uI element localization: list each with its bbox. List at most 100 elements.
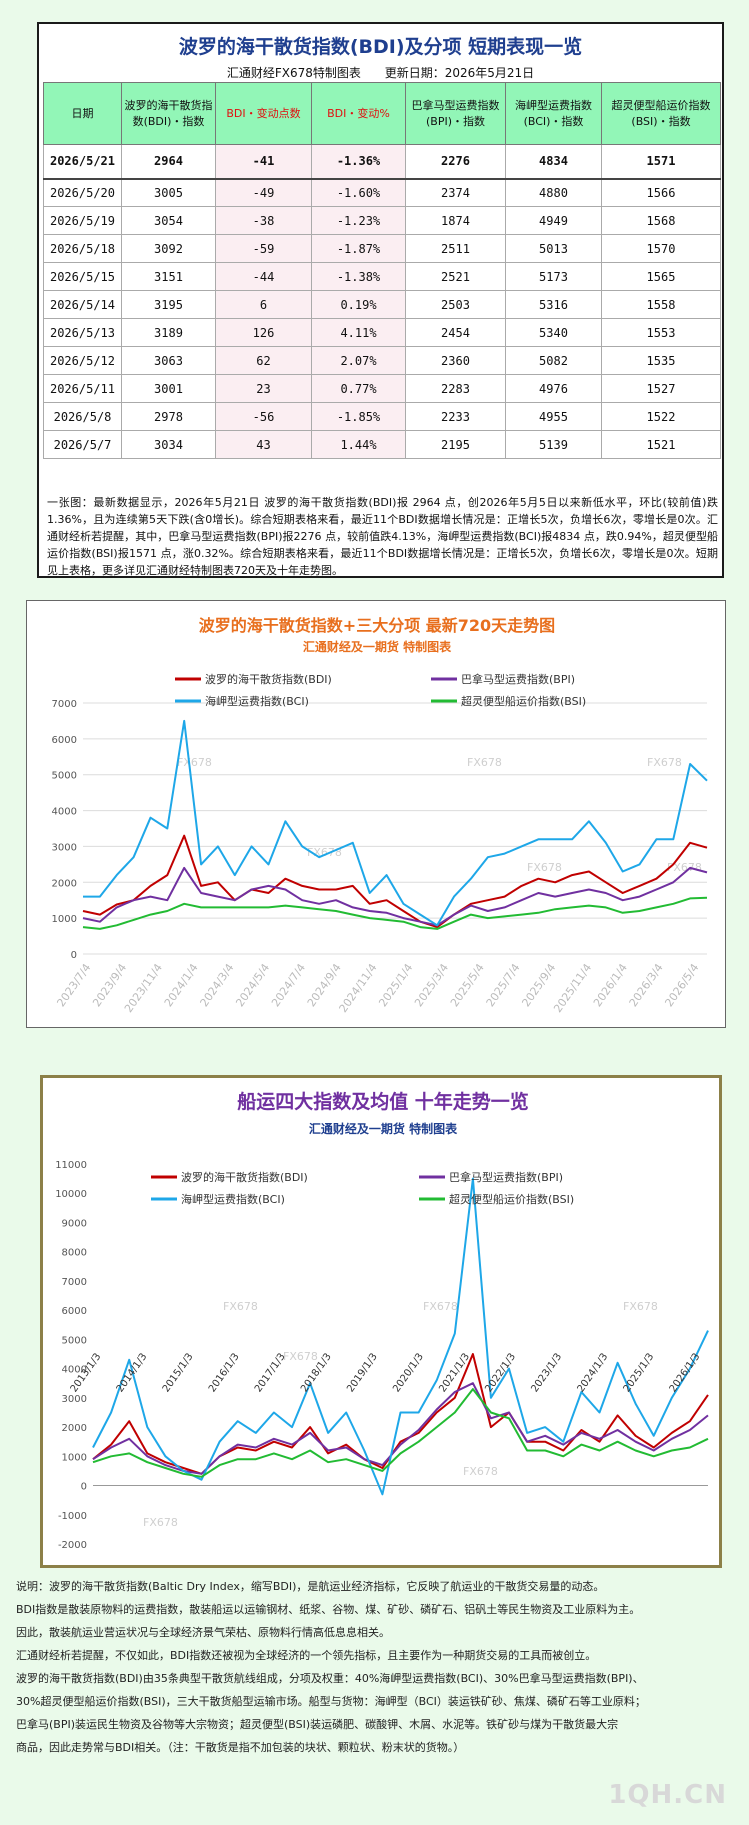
table-cell: 2026/5/13 — [43, 318, 122, 347]
table-cell: 4955 — [505, 402, 602, 431]
table-cell: 3054 — [121, 206, 216, 235]
y-tick-label: 5000 — [62, 1335, 87, 1346]
table-cell: 2026/5/11 — [43, 374, 122, 403]
table-cell: 1874 — [405, 206, 506, 235]
legend-entry: 海岬型运费指数(BCI) — [181, 1192, 285, 1206]
legend-entry: 巴拿马型运费指数(BPI) — [461, 672, 575, 686]
x-tick-label: 2025/1/3 — [622, 1351, 657, 1394]
table-cell: 2026/5/20 — [43, 178, 122, 207]
series-line-3 — [92, 1388, 709, 1478]
table-cell: 2026/5/18 — [43, 234, 122, 263]
table-cell: -1.60% — [311, 178, 406, 207]
y-tick-label: 11000 — [55, 1160, 87, 1171]
table-cell: 1570 — [601, 234, 721, 263]
x-tick-label: 2026/1/4 — [591, 961, 630, 1009]
note-line: 巴拿马(BPI)装运民生物资及谷物等大宗物资；超灵便型(BSI)装运磷肥、碳酸钾… — [16, 1718, 619, 1731]
table-cell: 5173 — [505, 262, 602, 291]
x-tick-label: 2026/5/4 — [662, 961, 701, 1009]
series-line-2 — [83, 719, 708, 927]
note-line: 波罗的海干散货指数(BDI)由35条典型干散货航线组成，分项及权重：40%海岬型… — [16, 1672, 644, 1685]
table-cell: 1535 — [601, 346, 721, 375]
table-row: 2026/5/18 3092 -59 -1.87% 2511 5013 1570 — [43, 234, 721, 263]
table-cell: -59 — [215, 234, 312, 263]
fx678-watermark: FX678 — [223, 1300, 258, 1313]
fx678-watermark: FX678 — [647, 756, 682, 769]
x-tick-label: 2025/1/4 — [376, 961, 415, 1009]
legend-entry: 波罗的海干散货指数(BDI) — [181, 1170, 308, 1184]
table-subtitle: 汇通财经FX678特制图表 更新日期：2026年5月21日 — [39, 64, 722, 81]
table-cell: 5316 — [505, 290, 602, 319]
table-row: 2026/5/12 3063 62 2.07% 2360 5082 1535 — [43, 346, 721, 375]
table-header-row: 日期 波罗的海干散货指数(BDI)・指数 BDI・变动点数 BDI・变动% 巴拿… — [43, 82, 721, 145]
table-cell: 0.77% — [311, 374, 406, 403]
table-row: 2026/5/8 2978 -56 -1.85% 2233 4955 1522 — [43, 402, 721, 431]
table-cell: 2978 — [121, 402, 216, 431]
note-line: 商品，因此走势常与BDI相关。（注：干散货是指不加包装的块状、颗粒状、粉末状的货… — [16, 1741, 465, 1754]
table-cell: 1565 — [601, 262, 721, 291]
y-tick-label: 2000 — [62, 1423, 87, 1434]
table-cell: 4949 — [505, 206, 602, 235]
series-line-1 — [92, 1382, 709, 1475]
table-cell: -49 — [215, 178, 312, 207]
summary-table-panel: 波罗的海干散货指数(BDI)及分项 短期表现一览 汇通财经FX678特制图表 更… — [37, 22, 724, 578]
table-row: 2026/5/21 2964 -41 -1.36% 2276 4834 1571 — [43, 144, 721, 180]
table-cell: 2026/5/19 — [43, 206, 122, 235]
x-tick-label: 2026/3/4 — [627, 961, 666, 1009]
x-tick-label: 2025/5/4 — [448, 961, 487, 1009]
legend-entry: 巴拿马型运费指数(BPI) — [449, 1170, 563, 1184]
table-cell: 2195 — [405, 430, 506, 459]
header-bdi: 波罗的海干散货指数(BDI)・指数 — [121, 82, 216, 145]
y-tick-label: 3000 — [62, 1394, 87, 1405]
table-cell: -1.36% — [311, 144, 406, 180]
table-cell: 1566 — [601, 178, 721, 207]
table-cell: 2283 — [405, 374, 506, 403]
series-line-1 — [82, 866, 708, 927]
legend-entry: 波罗的海干散货指数(BDI) — [205, 672, 332, 686]
table-cell: 43 — [215, 430, 312, 459]
x-tick-label: 2025/9/4 — [519, 961, 558, 1009]
table-cell: 2511 — [405, 234, 506, 263]
table-cell: 3063 — [121, 346, 216, 375]
table-update-date: 更新日期：2026年5月21日 — [384, 66, 535, 80]
header-bpi: 巴拿马型运费指数(BPI)・指数 — [405, 82, 506, 145]
table-cell: 2454 — [405, 318, 506, 347]
table-cell: 2026/5/15 — [43, 262, 122, 291]
table-cell: 2276 — [405, 144, 506, 180]
series-line-2 — [92, 1177, 709, 1496]
note-line: 说明：波罗的海干散货指数(Baltic Dry Index，缩写BDI)，是航运… — [16, 1580, 605, 1593]
y-tick-label: 6000 — [52, 735, 77, 746]
x-tick-label: 2019/1/3 — [345, 1351, 380, 1394]
x-tick-label: 2026/1/3 — [668, 1351, 703, 1394]
table-cell: 2521 — [405, 262, 506, 291]
x-tick-label: 2024/3/4 — [198, 961, 237, 1009]
fx678-watermark: FX678 — [423, 1300, 458, 1313]
table-row: 2026/5/14 3195 6 0.19% 2503 5316 1558 — [43, 290, 721, 319]
table-cell: -56 — [215, 402, 312, 431]
note-line: 30%超灵便型船运价指数(BSI)，三大干散货船型运输市场。船型与货物：海岬型（… — [16, 1695, 646, 1708]
table-cell: 1.44% — [311, 430, 406, 459]
table-cell: 1521 — [601, 430, 721, 459]
table-row: 2026/5/19 3054 -38 -1.23% 1874 4949 1568 — [43, 206, 721, 235]
table-cell: 0.19% — [311, 290, 406, 319]
table-cell: -1.38% — [311, 262, 406, 291]
table-cell: 3001 — [121, 374, 216, 403]
table-cell: 6 — [215, 290, 312, 319]
fx678-watermark: FX678 — [177, 756, 212, 769]
chart-subtitle: 汇通财经及一期货 特制图表 — [309, 1121, 458, 1136]
y-tick-label: 0 — [81, 1482, 87, 1493]
table-cell: 4976 — [505, 374, 602, 403]
header-bdi-pct: BDI・变动% — [311, 82, 406, 145]
table-cell: 5139 — [505, 430, 602, 459]
table-cell: 5082 — [505, 346, 602, 375]
fx678-watermark: FX678 — [467, 756, 502, 769]
y-tick-label: 0 — [71, 950, 77, 961]
chart-title: 波罗的海干散货指数+三大分项 最新720天走势图 — [199, 616, 555, 635]
table-cell: 23 — [215, 374, 312, 403]
chart-subtitle: 汇通财经及一期货 特制图表 — [303, 639, 452, 654]
table-cell: 2233 — [405, 402, 506, 431]
chart-10y-panel: 船运四大指数及均值 十年走势一览 汇通财经及一期货 特制图表 -2000 -1000 0… — [40, 1075, 722, 1568]
y-tick-label: 1000 — [62, 1452, 87, 1463]
chart-720-panel: 波罗的海干散货指数+三大分项 最新720天走势图 汇通财经及一期货 特制图表 0 10… — [26, 600, 726, 1028]
table-cell: 2.07% — [311, 346, 406, 375]
